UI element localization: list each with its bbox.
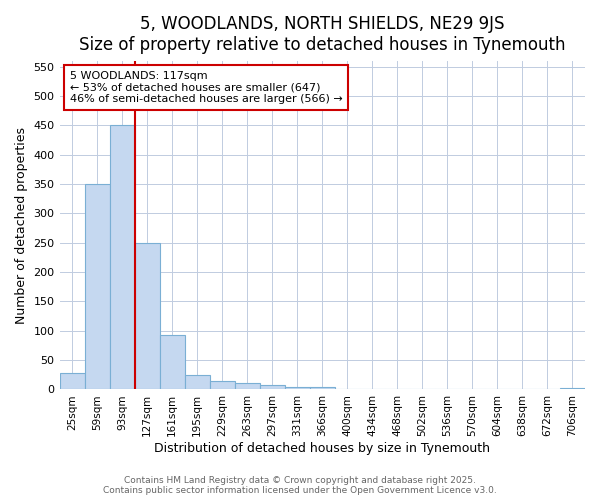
X-axis label: Distribution of detached houses by size in Tynemouth: Distribution of detached houses by size … xyxy=(154,442,490,455)
Bar xyxy=(110,126,134,390)
Bar xyxy=(260,386,285,390)
Bar xyxy=(560,388,585,390)
Text: 5 WOODLANDS: 117sqm
← 53% of detached houses are smaller (647)
46% of semi-detac: 5 WOODLANDS: 117sqm ← 53% of detached ho… xyxy=(70,71,343,104)
Y-axis label: Number of detached properties: Number of detached properties xyxy=(15,126,28,324)
Bar xyxy=(134,243,160,390)
Bar xyxy=(310,387,335,390)
Title: 5, WOODLANDS, NORTH SHIELDS, NE29 9JS
Size of property relative to detached hous: 5, WOODLANDS, NORTH SHIELDS, NE29 9JS Si… xyxy=(79,15,566,54)
Bar xyxy=(160,335,185,390)
Bar xyxy=(235,383,260,390)
Bar xyxy=(285,386,310,390)
Bar xyxy=(185,375,209,390)
Text: Contains HM Land Registry data © Crown copyright and database right 2025.
Contai: Contains HM Land Registry data © Crown c… xyxy=(103,476,497,495)
Bar xyxy=(59,373,85,390)
Bar xyxy=(85,184,110,390)
Bar xyxy=(209,381,235,390)
